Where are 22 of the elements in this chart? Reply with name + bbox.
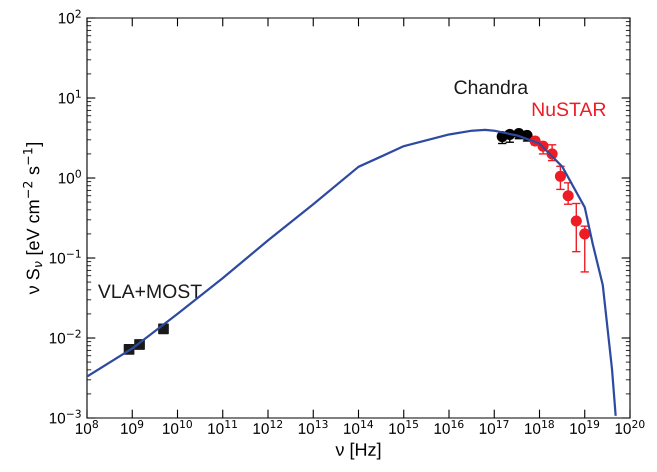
x-tick-label: 10$^{11}$ [208,420,237,434]
x-tick-label: 10$^{10}$ [163,420,192,434]
x-tick-label: 10$^{9}$ [121,420,144,434]
x-tick-label: 10$^{15}$ [389,420,418,434]
x-tick-label: 10$^{17}$ [480,420,508,434]
y-tick-label: 10$^{0}$ [58,170,81,184]
x-tick-label: 10$^{19}$ [570,420,600,434]
y-tick-label: 10$^{−1}$ [50,250,81,264]
x-tick-label: 10$^{12}$ [254,420,282,434]
annotation: Chandra [454,80,528,94]
y-tick-label: 10$^{1}$ [58,90,81,104]
y-tick-label: 10$^{−2}$ [50,330,81,344]
x-tick-label: 10$^{14}$ [344,420,374,434]
x-tick-label: 10$^{16}$ [434,420,464,434]
x-tick-label: 10$^{18}$ [525,420,554,434]
x-tick-label: 10$^{13}$ [298,420,328,434]
x-tick-label: 10$^{20}$ [616,420,644,434]
annotation: VLA+MOST [98,284,202,298]
y-tick-label: 10$^{2}$ [58,10,81,24]
annotation: NuSTAR [532,102,606,116]
x-axis-title: ν [Hz] [335,442,380,460]
y-axis-title: ν S$_{ν}$ [eV cm$^{−2}$ s$^{−1}$] [22,142,43,294]
